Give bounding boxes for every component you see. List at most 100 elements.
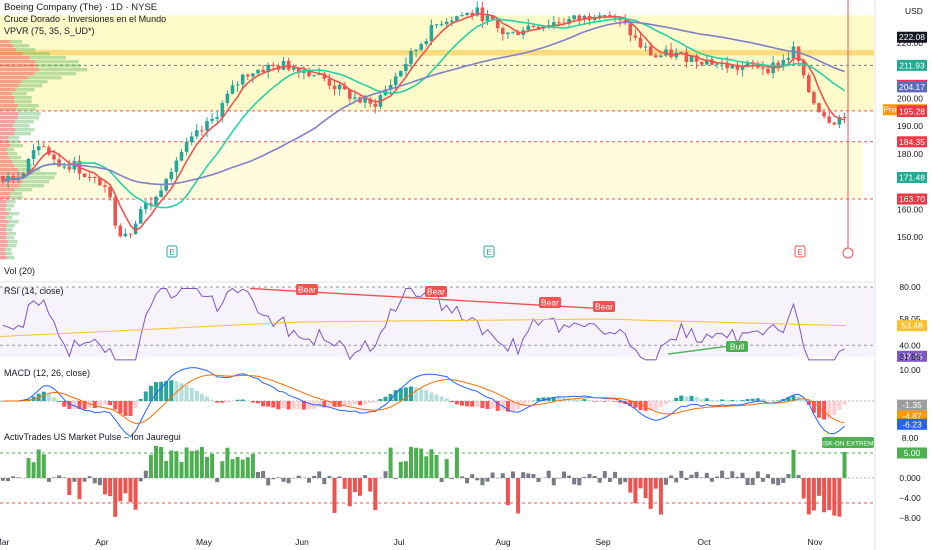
candle-body bbox=[801, 60, 806, 76]
vp-bar bbox=[10, 144, 23, 148]
macd-hist-bar bbox=[220, 401, 225, 403]
pulse-bar bbox=[480, 478, 485, 486]
macd-hist-bar bbox=[766, 400, 770, 402]
candle-body bbox=[189, 136, 194, 143]
vp-bar bbox=[8, 136, 20, 140]
vp-bar bbox=[0, 116, 18, 120]
pulse-bar bbox=[669, 475, 674, 478]
macd-hist-bar bbox=[205, 396, 209, 401]
rsi-line bbox=[2, 287, 845, 361]
macd-hist-bar bbox=[250, 401, 255, 403]
candle-body bbox=[776, 62, 780, 67]
currency-label[interactable]: USD bbox=[905, 6, 923, 16]
volume-title[interactable]: Vol (20) bbox=[4, 266, 36, 276]
candle-body bbox=[159, 190, 163, 197]
price-tag bbox=[897, 136, 927, 148]
pre-label-text: Pre bbox=[883, 105, 897, 115]
candle-body bbox=[342, 84, 347, 90]
macd-hist-bar bbox=[597, 401, 602, 402]
pulse-title[interactable]: ActivTrades US Market Pulse – Ion Jaureg… bbox=[4, 432, 181, 442]
macd-hist-bar bbox=[215, 401, 220, 403]
vp-bar bbox=[6, 236, 15, 240]
candle-body bbox=[179, 151, 184, 161]
vp-bar bbox=[5, 248, 12, 252]
vp-bar bbox=[0, 236, 7, 240]
pulse-bar bbox=[398, 461, 403, 478]
pulse-bar bbox=[77, 478, 82, 500]
macd-hist-bar bbox=[424, 390, 429, 401]
price-tick: 220.00 bbox=[897, 38, 923, 48]
vp-bar bbox=[0, 124, 14, 128]
signal-line bbox=[3, 374, 845, 425]
macd-hist-bar bbox=[189, 388, 194, 401]
pulse-bar bbox=[715, 476, 719, 478]
candle-body bbox=[368, 98, 372, 104]
price-tag bbox=[897, 193, 927, 205]
pulse-bar bbox=[210, 453, 215, 478]
candle-body bbox=[603, 15, 607, 17]
candle-body bbox=[312, 75, 316, 77]
candle-body bbox=[404, 63, 408, 71]
pulse-bar bbox=[531, 473, 536, 478]
candle-body bbox=[235, 84, 240, 86]
vp-bar bbox=[7, 152, 18, 156]
pulse-bar bbox=[6, 478, 11, 482]
candle-body bbox=[348, 89, 352, 99]
pulse-bar bbox=[429, 449, 434, 478]
candle-body bbox=[67, 166, 72, 170]
macd-tag bbox=[897, 418, 927, 430]
candle-body bbox=[353, 97, 357, 99]
price-tag-text: 184.35 bbox=[899, 137, 925, 147]
pulse-bar bbox=[113, 478, 118, 517]
vp-bar bbox=[18, 84, 43, 88]
macd-hist-bar bbox=[179, 383, 184, 401]
bear-label bbox=[539, 297, 561, 308]
macd-hist-bar bbox=[786, 397, 791, 401]
rsi-title[interactable]: RSI (14, close) bbox=[4, 286, 64, 296]
vp-bar bbox=[12, 160, 28, 164]
time-axis[interactable]: Mar Apr May Jun Jul Aug Sep Oct Nov bbox=[0, 537, 823, 547]
vp-bar bbox=[0, 108, 17, 112]
macd-hist-bar bbox=[322, 401, 327, 408]
pulse-bar bbox=[363, 475, 368, 478]
price-tag bbox=[897, 171, 927, 183]
pulse-bar bbox=[148, 454, 153, 478]
candle-body bbox=[419, 44, 423, 50]
macd-pane bbox=[0, 367, 874, 438]
zones-layer bbox=[0, 0, 874, 258]
candle-body bbox=[710, 59, 714, 65]
candle-body bbox=[322, 73, 327, 79]
candle-body bbox=[567, 18, 571, 24]
macd-hist-bar bbox=[832, 401, 837, 416]
candle-body bbox=[470, 12, 474, 16]
macd-hist-bar bbox=[699, 399, 704, 401]
vp-bar bbox=[10, 196, 23, 200]
pulse-bar bbox=[184, 447, 189, 478]
macd-hist-bar bbox=[276, 401, 281, 410]
pulse-bar bbox=[174, 451, 179, 478]
price-axis[interactable]: 150.00 160.00 180.00 190.00 200.00 220.00222.… bbox=[874, 0, 927, 550]
vp-bar bbox=[0, 220, 9, 224]
pulse-bar bbox=[92, 478, 97, 484]
candle-body bbox=[11, 176, 15, 181]
pulse-bar bbox=[108, 478, 113, 497]
pulse-bar bbox=[26, 458, 31, 478]
pulse-bar bbox=[16, 477, 21, 478]
macd-hist-bar bbox=[658, 401, 663, 408]
indicator-golden-cross[interactable]: Cruce Dorado - Inversiones en el Mundo bbox=[4, 14, 167, 24]
candle-body bbox=[174, 160, 179, 172]
vp-bar bbox=[15, 48, 36, 52]
pulse-bar bbox=[776, 478, 781, 486]
pulse-bar bbox=[118, 478, 123, 502]
vp-bar bbox=[0, 92, 13, 96]
macd-hist-bar bbox=[694, 397, 699, 401]
pulse-bar bbox=[62, 477, 67, 478]
macd-title[interactable]: MACD (12, 26, close) bbox=[4, 368, 91, 378]
pulse-bar bbox=[434, 454, 439, 478]
pulse-bar bbox=[164, 460, 169, 478]
candle-body bbox=[807, 75, 811, 93]
vp-bar bbox=[13, 132, 32, 136]
macd-hist-bar bbox=[245, 400, 250, 402]
indicator-vpvr[interactable]: VPVR (75, 35, S_UD*) bbox=[4, 26, 95, 36]
